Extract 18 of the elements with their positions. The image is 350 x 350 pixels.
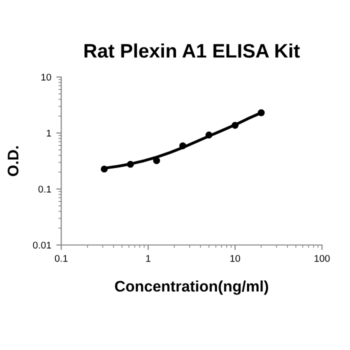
point: [205, 132, 212, 138]
y-tick-label: 0.01: [32, 242, 52, 249]
y-axis-title: O.D.: [8, 146, 18, 176]
point: [100, 166, 108, 173]
x-axis-title: Concentration(ng/ml): [115, 280, 268, 295]
chart-title: Rat Plexin A1 ELISA Kit: [84, 43, 300, 58]
y-tick-label: 0.1: [38, 186, 52, 193]
y-tick-label: 10: [41, 74, 52, 81]
x-tick-label: 10: [230, 254, 240, 262]
y-tick-label: 1: [46, 130, 52, 137]
x-tick-label: 1: [146, 255, 150, 262]
point: [126, 160, 134, 168]
point: [153, 157, 160, 164]
point: [179, 142, 186, 150]
point: [258, 109, 265, 116]
point: [232, 122, 239, 129]
x-tick-label: 100: [314, 254, 330, 262]
x-tick-label: 0.1: [54, 254, 68, 262]
